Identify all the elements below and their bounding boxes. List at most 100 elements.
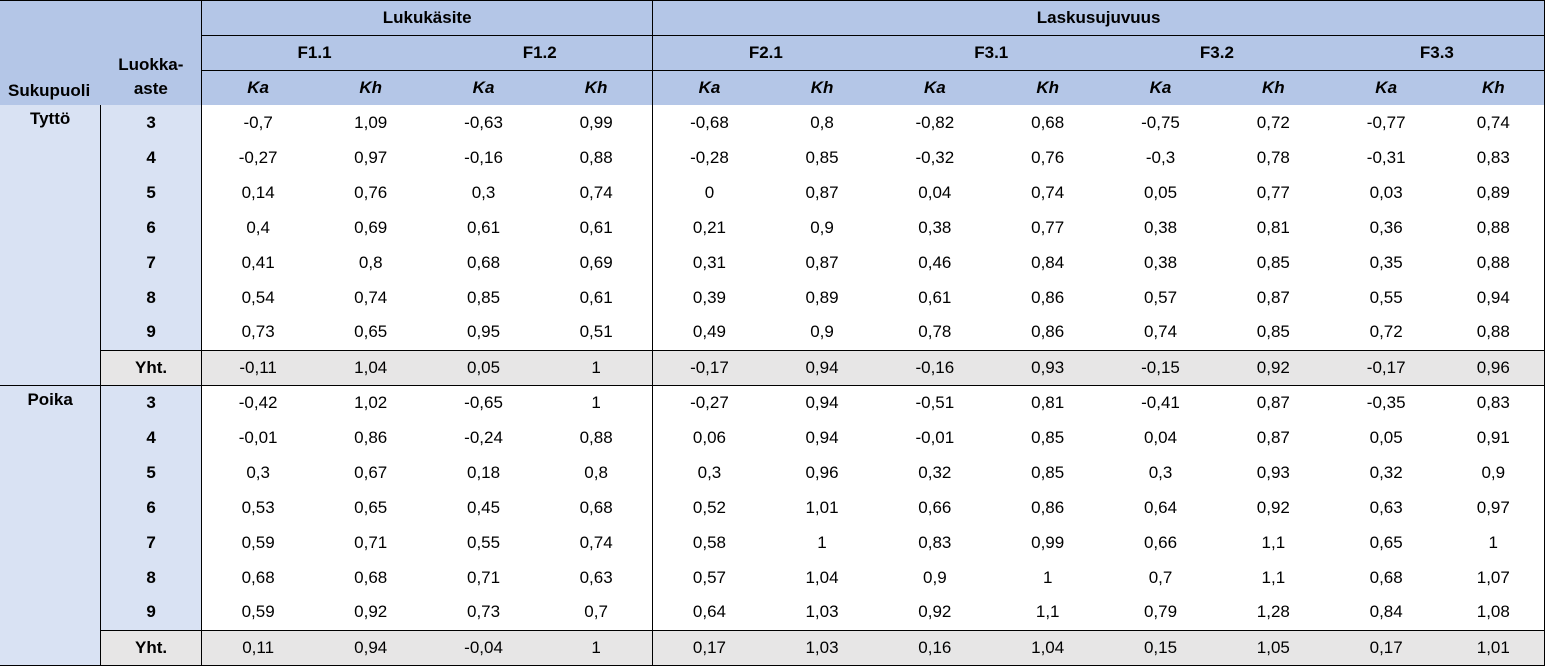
header-kh: Kh <box>539 70 653 105</box>
value-cell: 0,65 <box>1369 532 1403 552</box>
value-cell: 0,76 <box>1031 147 1065 167</box>
value-cell: 0,51 <box>579 322 613 342</box>
value-cell: 0,68 <box>579 497 613 517</box>
value-cell: 1,04 <box>805 567 839 587</box>
value-cell: 0,61 <box>579 217 613 237</box>
grade-cell: 7 <box>100 245 202 280</box>
value-cell: 0,64 <box>1143 497 1178 517</box>
table-row: 8 0,54 0,74 0,85 0,61 0,39 0,89 0,61 0,86 0,57 0,8… <box>0 280 1545 315</box>
value-cell: 0,71 <box>354 532 388 552</box>
grade-cell: 6 <box>100 210 202 245</box>
total-row: Yht. -0,11 1,04 0,05 1 -0,17 0,94 -0,16 0,93 -0,1… <box>0 349 1545 386</box>
value-cell: 0,17 <box>652 629 766 665</box>
value-cell: 0,9 <box>810 322 834 342</box>
value-cell: 0,85 <box>1031 462 1065 482</box>
value-cell: 0,97 <box>354 147 388 167</box>
value-cell: 0,95 <box>466 322 501 342</box>
header-kh: Kh <box>1216 70 1330 105</box>
value-cell: 0,46 <box>918 252 952 272</box>
value-cell: 0,88 <box>1476 322 1510 342</box>
value-cell: -0,63 <box>464 112 503 132</box>
table-row: Tyttö 3 -0,7 1,09 -0,63 0,99 -0,68 0,8 -0,82 0,68… <box>0 105 1545 350</box>
value-cell: 0,32 <box>918 462 952 482</box>
value-cell: 0,77 <box>1256 182 1290 202</box>
header-kh: Kh <box>314 70 428 105</box>
header-factor: F3.1 <box>878 35 1105 71</box>
grade-cell: 4 <box>100 140 202 175</box>
value-cell: 0,04 <box>918 182 952 202</box>
value-cell: 0,87 <box>1256 287 1290 307</box>
value-cell: -0,32 <box>915 147 955 167</box>
value-cell: -0,28 <box>652 140 766 175</box>
value-cell: 0,74 <box>354 287 388 307</box>
value-cell: -0,16 <box>878 349 992 386</box>
value-cell: 0,39 <box>652 280 766 315</box>
value-cell: 0,61 <box>579 287 613 307</box>
value-cell: 0,88 <box>1476 217 1510 237</box>
value-cell: 0,74 <box>1476 112 1510 132</box>
value-cell: 0,92 <box>918 602 952 622</box>
header-luokka-line2: aste <box>133 79 168 98</box>
value-cell: 0,81 <box>1256 217 1290 237</box>
group-body-poika: Poika 3 -0,42 1,02 -0,65 1 -0,27 0,94 -0,51 0,81-… <box>0 385 1545 665</box>
value-cell: 0,7 <box>1148 567 1173 587</box>
value-cell: -0,24 <box>464 427 503 447</box>
value-cell: 0,54 <box>241 287 275 307</box>
value-cell: 0,67 <box>354 462 388 482</box>
value-cell: -0,01 <box>238 427 278 447</box>
value-cell: -0,15 <box>1104 349 1217 386</box>
value-cell: 1,01 <box>1442 629 1545 665</box>
value-cell: 0,65 <box>354 497 388 517</box>
table-row: 7 0,41 0,8 0,68 0,69 0,31 0,87 0,46 0,84 0,38 0,85… <box>0 245 1545 280</box>
table-row: 6 0,53 0,65 0,45 0,68 0,52 1,01 0,66 0,86 0,64 0,9… <box>0 490 1545 525</box>
value-cell: 0,74 <box>579 182 613 202</box>
value-cell: 1,28 <box>1256 602 1290 622</box>
header-kh: Kh <box>1442 70 1545 105</box>
value-cell: 1,1 <box>1035 602 1060 622</box>
table-row: 5 0,14 0,76 0,3 0,74 0 0,87 0,04 0,74 0,05 0,77 0,0… <box>0 175 1545 210</box>
value-cell: 0,68 <box>1031 112 1065 132</box>
value-cell: 0,63 <box>1369 497 1403 517</box>
value-cell: -0,35 <box>1366 392 1406 412</box>
value-cell: 0,79 <box>1143 602 1178 622</box>
value-cell: 0,38 <box>1143 217 1178 237</box>
value-cell: 1,09 <box>354 112 388 132</box>
value-cell: 0,7 <box>584 602 608 622</box>
header-sukupuoli: Sukupuoli <box>0 0 101 105</box>
header-ka-kh-row: Ka Kh Ka Kh Ka Kh Ka Kh Ka Kh Ka Kh <box>0 70 1545 105</box>
header-factor: F3.3 <box>1329 35 1545 71</box>
header-group-laskusujuvuus: Laskusujuvuus <box>652 0 1545 36</box>
header-group-lukukasite: Lukukäsite <box>200 0 653 36</box>
value-cell: 0,91 <box>1476 427 1510 447</box>
value-cell: 0,94 <box>805 427 839 447</box>
value-cell: 0,87 <box>805 182 839 202</box>
value-cell: 0,68 <box>1369 567 1403 587</box>
value-cell: 1 <box>1488 532 1499 552</box>
value-cell: -0,41 <box>1141 392 1180 412</box>
table-header: Sukupuoli Luokka-aste Lukukäsite Laskusu… <box>0 0 1545 105</box>
value-cell: 0,74 <box>1143 322 1178 342</box>
value-cell: 0,68 <box>466 252 501 272</box>
value-cell: 0,96 <box>805 462 839 482</box>
value-cell: 0,78 <box>1256 147 1290 167</box>
value-cell: 0,04 <box>1143 427 1178 447</box>
value-cell: 0,65 <box>354 322 388 342</box>
value-cell: 0,17 <box>1329 629 1443 665</box>
grade-cell: 9 <box>100 315 202 350</box>
value-cell: 0,74 <box>1031 182 1065 202</box>
value-cell: 1,02 <box>354 392 388 412</box>
value-cell: 0,86 <box>354 427 388 447</box>
value-cell: 0,94 <box>1476 287 1510 307</box>
value-cell: 1 <box>539 629 653 665</box>
value-cell: 0,92 <box>1256 497 1290 517</box>
value-cell: 0,89 <box>805 287 839 307</box>
value-cell: 1 <box>1042 567 1053 587</box>
value-cell: 0,06 <box>652 420 766 455</box>
value-cell: 1,08 <box>1476 602 1510 622</box>
value-cell: -0,17 <box>652 349 766 386</box>
value-cell: -0,82 <box>915 112 955 132</box>
value-cell: 0,99 <box>1031 532 1065 552</box>
value-cell: 0,35 <box>1369 252 1403 272</box>
total-label: Yht. <box>100 629 202 665</box>
